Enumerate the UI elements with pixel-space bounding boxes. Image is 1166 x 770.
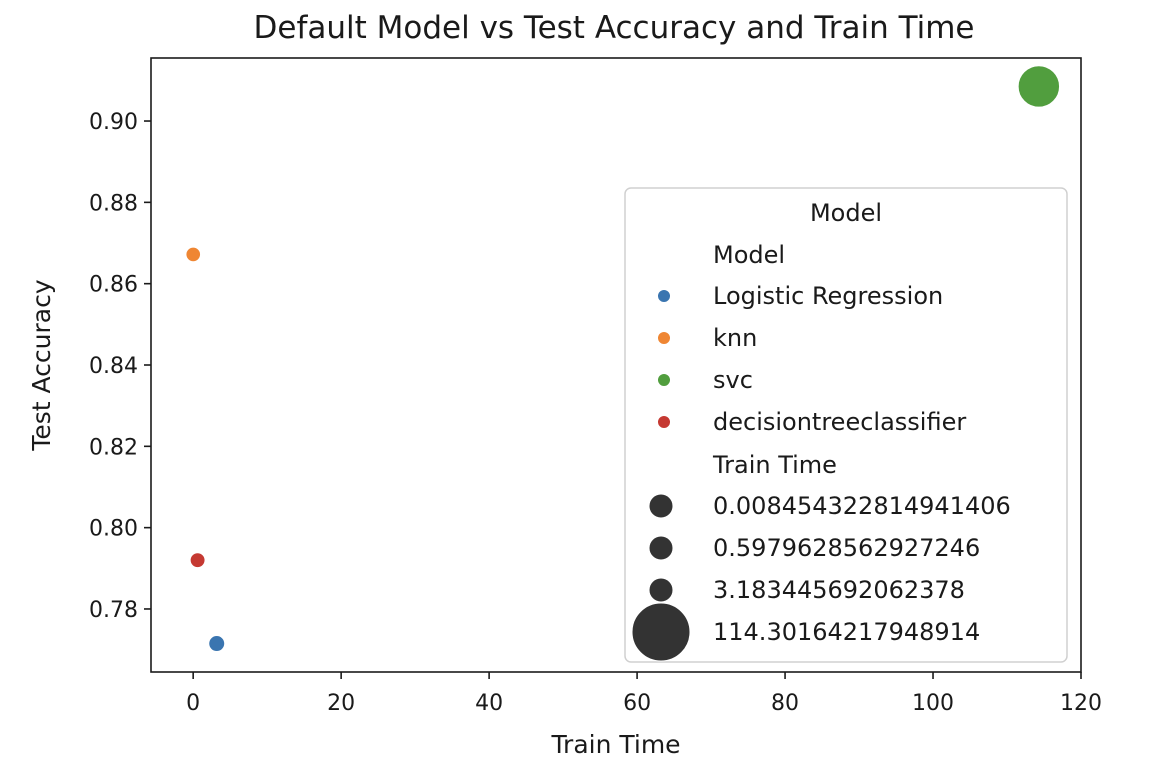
x-tick-label: 120	[1060, 691, 1102, 716]
legend-size-marker	[648, 535, 674, 561]
legend-size-marker	[648, 493, 674, 519]
legend-marker	[657, 331, 671, 345]
x-tick-label: 100	[912, 691, 954, 716]
legend-hue-title: Model	[713, 241, 785, 269]
legend-hue-entries: Logistic Regression knn svc decisiontreecla…	[657, 282, 966, 436]
data-point	[184, 246, 202, 263]
legend-size-marker	[631, 602, 691, 662]
legend-marker	[657, 373, 671, 387]
y-tick-label: 0.80	[89, 517, 138, 542]
legend-label: decisiontreeclassifier	[713, 408, 966, 436]
legend-size-entries: 0.008454322814941406 0.5979628562927246 3.…	[631, 492, 1011, 662]
legend-marker	[657, 289, 671, 303]
legend-size-label: 0.5979628562927246	[713, 534, 980, 562]
legend: Model Model Logistic Regression knn svc dec…	[624, 187, 1068, 663]
legend-size-title: Train Time	[712, 451, 837, 479]
legend-box	[624, 187, 1068, 663]
y-axis-label: Test Accuracy	[27, 279, 56, 452]
y-tick-label: 0.84	[89, 354, 138, 379]
chart-title: Default Model vs Test Accuracy and Train…	[254, 10, 975, 46]
legend-label: svc	[713, 366, 753, 394]
legend-label: Logistic Regression	[713, 282, 943, 310]
legend-label: knn	[713, 324, 757, 352]
legend-size-marker	[648, 577, 674, 603]
x-axis-label: Train Time	[550, 730, 680, 759]
x-axis: 0 20 40 60 80 100 120	[186, 672, 1102, 716]
data-point	[1017, 64, 1061, 109]
y-tick-label: 0.86	[89, 273, 138, 298]
legend-marker	[657, 415, 671, 429]
y-axis: 0.78 0.80 0.82 0.84 0.86 0.88 0.90	[89, 110, 151, 623]
y-tick-label: 0.78	[89, 598, 138, 623]
legend-size-label: 0.008454322814941406	[713, 492, 1011, 520]
legend-title: Model	[810, 199, 882, 227]
x-tick-label: 60	[623, 691, 651, 716]
x-tick-label: 40	[475, 691, 503, 716]
y-tick-label: 0.88	[89, 191, 138, 216]
legend-size-label: 114.30164217948914	[713, 618, 980, 646]
x-tick-label: 0	[186, 691, 200, 716]
x-tick-label: 80	[771, 691, 799, 716]
data-point	[189, 551, 207, 569]
points-layer	[184, 64, 1061, 653]
x-tick-label: 20	[327, 691, 355, 716]
y-tick-label: 0.90	[89, 110, 138, 135]
legend-size-label: 3.183445692062378	[713, 576, 965, 604]
y-tick-label: 0.82	[89, 435, 138, 460]
data-point	[207, 634, 226, 653]
